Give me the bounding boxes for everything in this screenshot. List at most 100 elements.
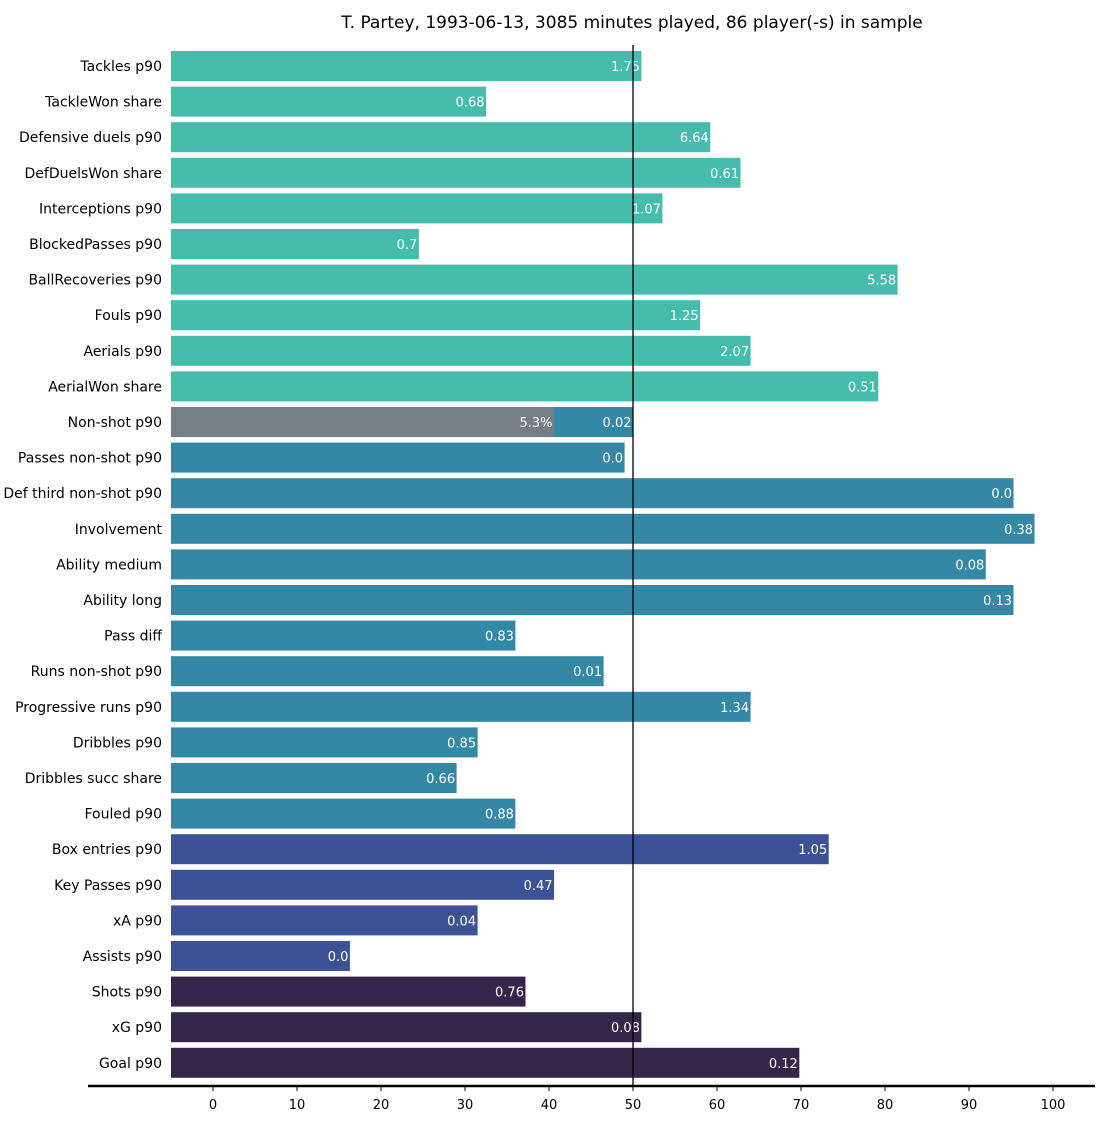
value-label-runs-non-shot-p90: 0.01 bbox=[573, 665, 602, 680]
bar-tackles-p90 bbox=[171, 51, 642, 81]
value-label-shots-p90: 0.76 bbox=[495, 986, 524, 1001]
value-label-non-shot-p90: 0.02 bbox=[603, 416, 632, 431]
category-label-blockedpasses-p90: BlockedPasses p90 bbox=[29, 237, 162, 253]
x-tick-label-40: 40 bbox=[541, 1098, 558, 1113]
bar-involvement bbox=[171, 513, 1035, 544]
value-label-goal-p90: 0.12 bbox=[769, 1057, 798, 1072]
category-label-pass-diff: Pass diff bbox=[104, 629, 162, 645]
bar-key-passes-p90 bbox=[171, 869, 555, 900]
category-label-box-entries-p90: Box entries p90 bbox=[52, 842, 162, 858]
bar-aerialwon-share bbox=[171, 371, 879, 402]
bar-interceptions-p90 bbox=[171, 193, 663, 224]
category-label-dribbles-succ-share: Dribbles succ share bbox=[25, 771, 162, 787]
category-label-ability-long: Ability long bbox=[83, 593, 162, 609]
value-labels: 1.75 0.68 6.64 0.61 1.07 0.7 5.58 1.25 2.07 0.51 0… bbox=[328, 60, 1033, 1072]
category-label-progressive-runs-p90: Progressive runs p90 bbox=[15, 700, 162, 716]
category-label-dribbles-p90: Dribbles p90 bbox=[73, 735, 162, 751]
category-label-assists-p90: Assists p90 bbox=[83, 949, 162, 965]
bar-progressive-runs-p90 bbox=[171, 691, 751, 722]
bar-ability-long bbox=[171, 585, 1014, 615]
bar-aerials-p90 bbox=[171, 335, 751, 366]
category-label-defensive-duels-p90: Defensive duels p90 bbox=[19, 130, 162, 146]
bar-dribbles-succ-share bbox=[171, 763, 457, 793]
value-label-tackles-p90: 1.75 bbox=[611, 60, 640, 75]
category-label-runs-non-shot-p90: Runs non-shot p90 bbox=[31, 664, 162, 680]
x-tick-label-20: 20 bbox=[373, 1098, 390, 1113]
bar-box-entries-p90 bbox=[171, 834, 829, 865]
overlay-bar-0 bbox=[171, 407, 555, 437]
value-label-progressive-runs-p90: 1.34 bbox=[720, 701, 749, 716]
value-label-fouled-p90: 0.88 bbox=[485, 808, 514, 823]
category-label-key-passes-p90: Key Passes p90 bbox=[54, 878, 162, 894]
category-label-tackles-p90: Tackles p90 bbox=[79, 59, 162, 75]
value-label-involvement: 0.38 bbox=[1004, 523, 1033, 538]
category-label-aerialwon-share: AerialWon share bbox=[48, 379, 162, 395]
x-axis-ticks: 0 10 20 30 40 50 60 70 80 90 100 bbox=[209, 1086, 1066, 1113]
value-label-aerials-p90: 2.07 bbox=[720, 345, 749, 360]
category-label-def-third-non-shot-p90: Def third non-shot p90 bbox=[3, 486, 162, 502]
category-label-shots-p90: Shots p90 bbox=[92, 985, 162, 1001]
value-label-def-third-non-shot-p90: 0.0 bbox=[991, 487, 1012, 502]
category-label-ballrecoveries-p90: BallRecoveries p90 bbox=[28, 273, 162, 289]
category-label-defduelswon-share: DefDuelsWon share bbox=[25, 166, 163, 182]
bar-xa-p90 bbox=[171, 905, 478, 936]
x-tick-label-0: 0 bbox=[209, 1098, 217, 1113]
x-tick-label-100: 100 bbox=[1041, 1098, 1066, 1113]
value-label-defduelswon-share: 0.61 bbox=[710, 167, 739, 182]
x-tick-label-60: 60 bbox=[709, 1098, 726, 1113]
bar-runs-non-shot-p90 bbox=[171, 656, 604, 687]
x-tick-label-10: 10 bbox=[289, 1098, 306, 1113]
overlay-value-label-0: 5.3% bbox=[520, 416, 553, 431]
category-label-xa-p90: xA p90 bbox=[113, 913, 162, 929]
x-tick-label-80: 80 bbox=[877, 1098, 894, 1113]
value-label-aerialwon-share: 0.51 bbox=[848, 380, 877, 395]
value-label-defensive-duels-p90: 6.64 bbox=[680, 131, 709, 146]
overlay-layer bbox=[171, 407, 555, 437]
bar-tacklewon-share bbox=[171, 86, 486, 117]
bar-def-third-non-shot-p90 bbox=[171, 478, 1014, 509]
x-tick-label-70: 70 bbox=[793, 1098, 810, 1113]
category-label-aerials-p90: Aerials p90 bbox=[83, 344, 162, 360]
bar-fouled-p90 bbox=[171, 798, 516, 829]
bar-dribbles-p90 bbox=[171, 727, 478, 758]
bar-xg-p90 bbox=[171, 1012, 642, 1043]
value-label-box-entries-p90: 1.05 bbox=[798, 843, 827, 858]
value-label-dribbles-succ-share: 0.66 bbox=[426, 772, 455, 787]
value-label-assists-p90: 0.0 bbox=[328, 950, 349, 965]
value-label-xg-p90: 0.08 bbox=[611, 1021, 640, 1036]
value-label-ability-long: 0.13 bbox=[983, 594, 1012, 609]
value-label-key-passes-p90: 0.47 bbox=[524, 879, 553, 894]
category-label-xg-p90: xG p90 bbox=[112, 1020, 162, 1036]
category-label-passes-non-shot-p90: Passes non-shot p90 bbox=[18, 451, 162, 467]
value-label-passes-non-shot-p90: 0.0 bbox=[602, 452, 623, 467]
value-label-blockedpasses-p90: 0.7 bbox=[397, 238, 418, 253]
bar-assists-p90 bbox=[171, 941, 350, 971]
bar-shots-p90 bbox=[171, 976, 526, 1007]
value-label-tacklewon-share: 0.68 bbox=[456, 96, 485, 111]
bar-ability-medium bbox=[171, 549, 986, 580]
bar-ballrecoveries-p90 bbox=[171, 264, 898, 295]
category-label-ability-medium: Ability medium bbox=[56, 557, 162, 573]
category-labels: Tackles p90 TackleWon share Defensive duel… bbox=[3, 59, 162, 1072]
bars-layer bbox=[171, 51, 1035, 1078]
value-label-ballrecoveries-p90: 5.58 bbox=[867, 274, 896, 289]
x-tick-label-90: 90 bbox=[961, 1098, 978, 1113]
bar-fouls-p90 bbox=[171, 300, 701, 331]
category-label-interceptions-p90: Interceptions p90 bbox=[39, 201, 162, 217]
value-label-ability-medium: 0.08 bbox=[955, 558, 984, 573]
value-label-dribbles-p90: 0.85 bbox=[447, 736, 476, 751]
chart-title: T. Partey, 1993-06-13, 3085 minutes play… bbox=[340, 13, 922, 33]
category-label-goal-p90: Goal p90 bbox=[99, 1056, 162, 1072]
category-label-tacklewon-share: TackleWon share bbox=[44, 95, 162, 111]
value-label-xa-p90: 0.04 bbox=[447, 914, 476, 929]
category-label-fouled-p90: Fouled p90 bbox=[84, 807, 162, 823]
bar-defensive-duels-p90 bbox=[171, 122, 711, 153]
bar-passes-non-shot-p90 bbox=[171, 442, 625, 473]
category-label-involvement: Involvement bbox=[75, 522, 163, 538]
bar-goal-p90 bbox=[171, 1047, 800, 1078]
bar-pass-diff bbox=[171, 620, 516, 651]
category-label-non-shot-p90: Non-shot p90 bbox=[68, 415, 162, 431]
value-label-interceptions-p90: 1.07 bbox=[632, 202, 661, 217]
